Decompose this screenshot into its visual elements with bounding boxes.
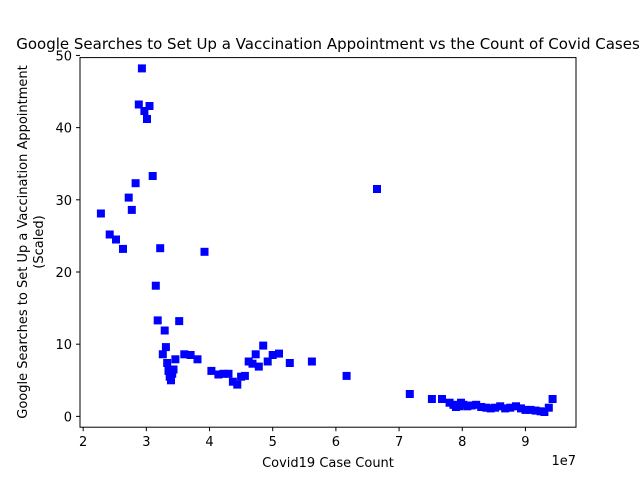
- data-point: [180, 350, 189, 359]
- data-point: [251, 350, 260, 359]
- data-point: [219, 369, 228, 378]
- x-tick-label: 9: [521, 435, 529, 450]
- data-point: [275, 349, 283, 358]
- data-point: [486, 404, 495, 413]
- data-point: [463, 402, 472, 411]
- data-point: [207, 366, 216, 375]
- data-point: [193, 355, 202, 364]
- y-tick-label: 20: [55, 266, 72, 281]
- data-point: [477, 403, 486, 411]
- y-tick-label: 0: [64, 410, 72, 425]
- data-point: [140, 107, 149, 115]
- data-point: [156, 244, 165, 253]
- x-tick-label: 2: [79, 435, 87, 450]
- x-axis-title: Covid19 Case Count: [262, 456, 394, 471]
- data-point: [143, 115, 151, 123]
- data-point: [240, 371, 249, 380]
- data-point: [268, 351, 277, 359]
- data-point: [145, 102, 154, 110]
- data-point: [134, 100, 143, 109]
- data-point: [124, 193, 133, 202]
- data-point: [127, 205, 136, 214]
- data-point: [169, 365, 178, 374]
- data-point: [517, 404, 525, 413]
- data-point: [105, 230, 114, 239]
- data-point: [158, 350, 167, 359]
- x-tick-label: 8: [458, 435, 466, 450]
- axes-frame: [79, 57, 577, 428]
- y-axis-title-line-2: (Scaled): [32, 215, 47, 268]
- data-point: [544, 403, 553, 412]
- data-point: [342, 371, 351, 380]
- data-point: [228, 377, 237, 386]
- data-point: [307, 357, 316, 366]
- x-tick-label: 4: [205, 435, 213, 450]
- y-tick-label: 40: [55, 122, 72, 137]
- data-points: [96, 64, 557, 416]
- data-point: [285, 359, 294, 367]
- data-point: [526, 405, 535, 414]
- data-point: [438, 395, 446, 403]
- data-point: [161, 343, 170, 352]
- data-point: [96, 209, 105, 218]
- data-point: [521, 405, 530, 414]
- data-point: [259, 341, 268, 350]
- data-point: [427, 395, 436, 403]
- data-point: [263, 357, 272, 366]
- data-point: [137, 64, 146, 73]
- x-tick-label: 6: [332, 435, 340, 450]
- data-point: [148, 172, 157, 180]
- data-point: [472, 400, 481, 409]
- data-point: [224, 369, 233, 378]
- data-point: [214, 370, 223, 379]
- data-point: [405, 390, 414, 398]
- data-point: [467, 401, 476, 410]
- data-point: [491, 403, 500, 412]
- data-point: [531, 406, 540, 415]
- data-point: [186, 351, 195, 359]
- x-tick-label: 7: [395, 435, 403, 450]
- data-point: [163, 359, 172, 367]
- data-point: [512, 402, 520, 411]
- data-point: [254, 362, 263, 371]
- data-point: [501, 404, 510, 413]
- data-point: [167, 376, 175, 385]
- x-tick-label: 5: [269, 435, 277, 450]
- y-tick-label: 10: [55, 338, 72, 353]
- data-point: [496, 402, 505, 411]
- data-point: [171, 355, 180, 364]
- y-axis: 0 10 20 30 40 50: [55, 49, 80, 425]
- data-point: [200, 247, 209, 256]
- data-point: [233, 380, 242, 389]
- data-point: [248, 359, 257, 368]
- data-point: [373, 185, 381, 193]
- data-point: [153, 316, 162, 325]
- y-tick-label: 50: [55, 49, 72, 64]
- x-axis-offset-label: 1e7: [551, 454, 576, 469]
- data-point: [506, 403, 515, 412]
- x-axis: 2 3 4 5 6 7 8 9: [79, 427, 530, 450]
- y-axis-title-line-1: Google Searches to Set Up a Vaccination …: [16, 65, 31, 419]
- data-point: [119, 244, 127, 253]
- data-point: [482, 403, 491, 412]
- y-tick-label: 30: [55, 194, 72, 209]
- data-point: [160, 326, 169, 335]
- x-tick-label: 3: [142, 435, 150, 450]
- data-point: [131, 179, 140, 188]
- data-point: [151, 281, 160, 290]
- data-point: [168, 369, 177, 378]
- data-point: [540, 408, 549, 416]
- data-point: [112, 235, 120, 244]
- chart-title: Google Searches to Set Up a Vaccination …: [16, 35, 640, 53]
- data-point: [548, 395, 557, 403]
- data-point: [175, 317, 184, 326]
